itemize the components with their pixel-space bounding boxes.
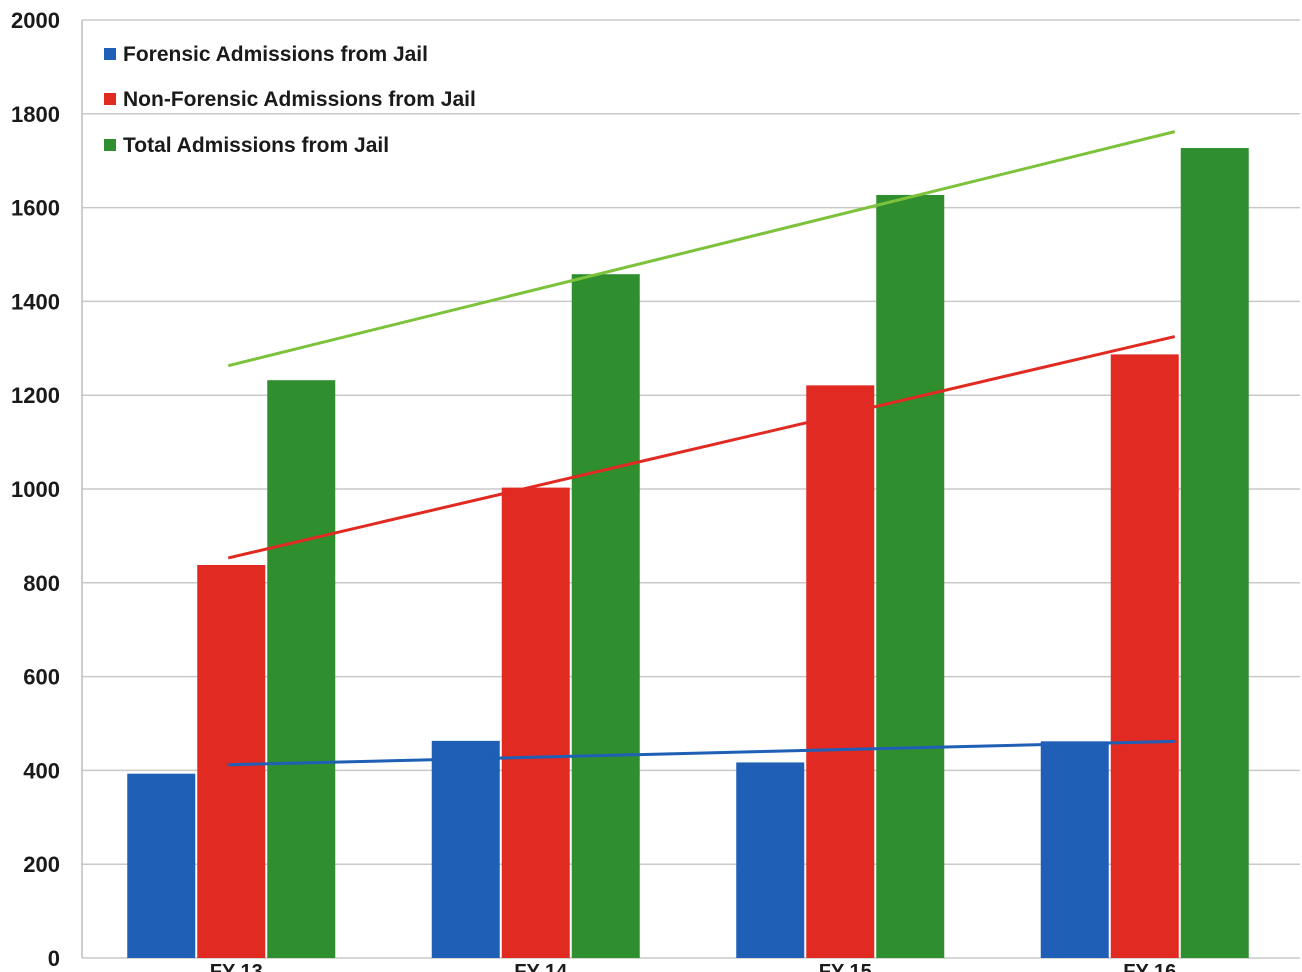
bar-forensic-admissions-from-jail-fy-15: [736, 762, 805, 958]
bar-non-forensic-admissions-from-jail-fy-14: [501, 487, 570, 958]
y-tick-label: 1200: [11, 383, 60, 408]
bar-forensic-admissions-from-jail-fy-16: [1040, 741, 1109, 958]
bar-total-admissions-from-jail-fy-15: [876, 194, 945, 958]
trendline-non-forensic-admissions-from-jail: [227, 335, 1176, 560]
bar-non-forensic-admissions-from-jail-fy-16: [1110, 354, 1179, 959]
trendline-total-admissions-from-jail: [227, 130, 1176, 368]
bar-forensic-admissions-from-jail-fy-14: [431, 740, 500, 958]
x-category-label: FY 13: [210, 961, 263, 972]
x-axis-labels: FY 13 FY 14 FY 15 FY 16: [210, 961, 1177, 972]
x-category-label: FY 16: [1123, 961, 1176, 972]
y-tick-label: 400: [23, 758, 60, 783]
y-tick-label: 1600: [11, 196, 60, 221]
y-tick-label: 2000: [11, 8, 60, 33]
bar-total-admissions-from-jail-fy-16: [1180, 148, 1249, 959]
legend-swatch: [104, 139, 116, 151]
legend-swatch: [104, 48, 116, 60]
y-tick-label: 200: [23, 852, 60, 877]
legend: Forensic Admissions from Jail Non-Forensi…: [104, 43, 476, 157]
bar-total-admissions-from-jail-fy-14: [571, 274, 640, 958]
x-category-label: FY 14: [514, 961, 568, 972]
bars: [127, 148, 1249, 959]
bar-forensic-admissions-from-jail-fy-13: [127, 773, 196, 958]
legend-label: Non-Forensic Admissions from Jail: [123, 88, 476, 111]
legend-label: Forensic Admissions from Jail: [123, 43, 428, 66]
trendline-forensic-admissions-from-jail: [228, 739, 1175, 767]
legend-label: Total Admissions from Jail: [123, 134, 389, 157]
trendlines: [227, 130, 1176, 767]
bar-non-forensic-admissions-from-jail-fy-13: [197, 564, 266, 958]
y-tick-label: 800: [23, 571, 60, 596]
y-tick-label: 1800: [11, 102, 60, 127]
y-tick-label: 0: [48, 946, 60, 971]
y-tick-label: 1000: [11, 477, 60, 502]
y-tick-label: 600: [23, 665, 60, 690]
x-category-label: FY 15: [819, 961, 872, 972]
legend-swatch: [104, 93, 116, 105]
y-axis-ticks: 0 200 400 600 800 1000 1200 1400 1600 1800 2000: [11, 8, 60, 971]
y-tick-label: 1400: [11, 289, 60, 314]
bar-total-admissions-from-jail-fy-13: [267, 380, 336, 958]
bar-non-forensic-admissions-from-jail-fy-15: [806, 385, 875, 958]
